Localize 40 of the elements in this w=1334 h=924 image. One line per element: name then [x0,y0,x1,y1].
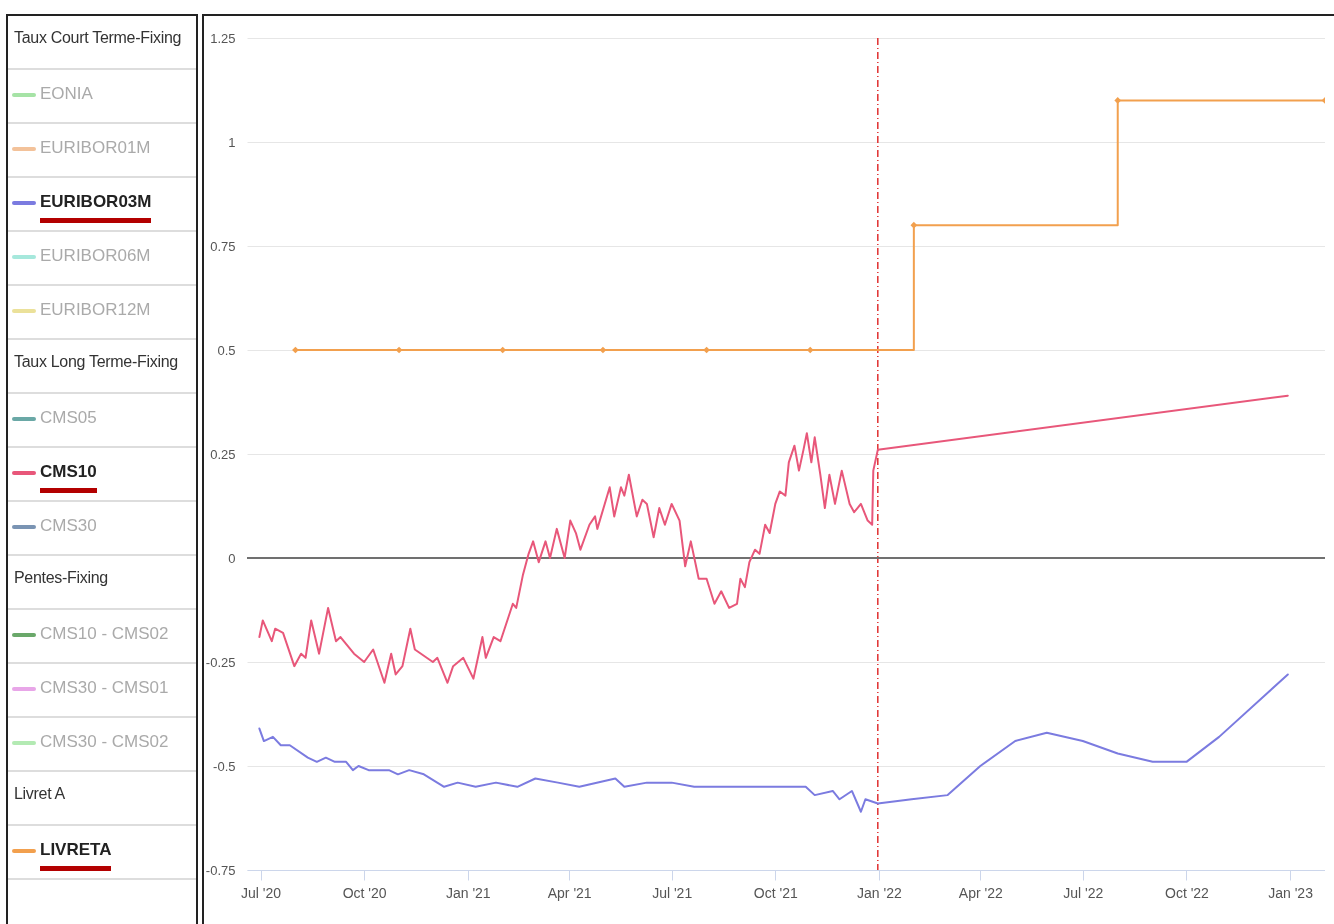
legend-label: EURIBOR12M [40,300,151,319]
y-tick-label: 0.5 [217,342,236,358]
legend-label: EURIBOR01M [40,138,151,157]
x-tick-label: Jan '22 [857,884,902,901]
text: Pentes-Fixing [8,556,196,610]
line-series [258,673,1289,813]
x-tick-label: Jan '21 [445,884,491,901]
text: Livret A [8,772,196,826]
x-tick-label: Jul '22 [1063,884,1104,901]
y-tick-label: 1 [228,134,236,150]
text: Taux Court Terme-Fixing [8,16,196,70]
legend-label: CMS30 [40,516,97,535]
legend-label: CMS30 - CMS02 [40,732,169,751]
x-tick-label: Jul '20 [241,884,282,901]
y-tick-label: 0.25 [210,446,236,462]
legend-label: LIVRETA [40,840,112,859]
y-tick-label: -0.75 [205,862,236,878]
x-tick-label: Oct '21 [753,884,798,901]
line-series [258,394,1289,684]
point [910,221,918,229]
y-tick-label: -0.25 [205,654,236,670]
x-tick-label: Apr '21 [547,884,592,901]
legend-label: CMS30 - CMS01 [40,678,169,697]
y-tick-label: 0 [228,550,236,566]
y-tick-label: -0.5 [213,758,236,774]
y-tick-label: 0.75 [210,238,236,254]
legend-label: EURIBOR03M [40,192,152,211]
x-tick-label: Oct '20 [342,884,387,901]
text: Taux Long Terme-Fixing [8,340,196,394]
point [1114,97,1122,104]
legend-label: CMS05 [40,408,97,427]
x-tick-label: Jul '21 [652,884,693,901]
legend-label: EONIA [40,84,93,103]
x-tick-label: Oct '22 [1164,884,1210,901]
x-tick-label: Apr '22 [958,884,1003,901]
x-tick-label: Jan '23 [1268,884,1314,901]
y-tick-label: 1.25 [210,30,236,46]
legend-label: CMS10 [40,462,97,481]
legend-label: CMS10 - CMS02 [40,624,169,643]
legend-label: EURIBOR06M [40,246,151,265]
